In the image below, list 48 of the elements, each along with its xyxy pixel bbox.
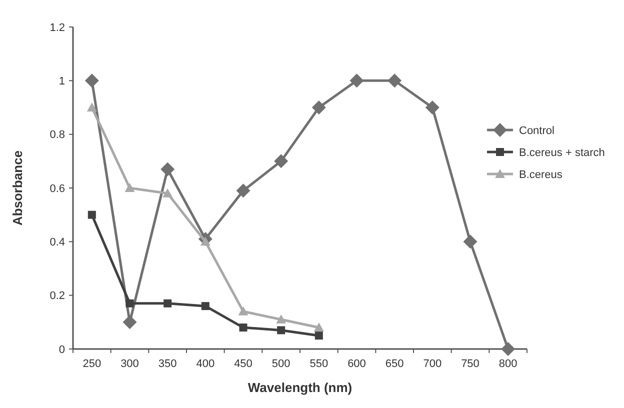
x-tick-label: 400 bbox=[196, 358, 215, 370]
x-tick-label: 650 bbox=[385, 358, 404, 370]
point bbox=[86, 102, 97, 112]
x-tick-label: 250 bbox=[82, 358, 102, 370]
x-tick-label: 750 bbox=[461, 358, 480, 370]
y-tick-label: 0.8 bbox=[50, 129, 65, 142]
point bbox=[388, 74, 402, 88]
point bbox=[201, 302, 210, 310]
point bbox=[160, 162, 175, 176]
point bbox=[124, 183, 135, 192]
point bbox=[84, 74, 99, 88]
legend-label: B.cereus bbox=[519, 168, 563, 181]
y-tick-label: 1 bbox=[58, 76, 65, 88]
y-tick-label: 0.6 bbox=[50, 182, 65, 195]
point bbox=[236, 184, 250, 198]
point bbox=[88, 210, 96, 219]
point bbox=[239, 324, 248, 332]
legend-label: B.cereus + starch bbox=[519, 146, 605, 159]
y-tick-label: 0.2 bbox=[50, 290, 65, 302]
y-tick-label: 1.2 bbox=[50, 22, 65, 34]
x-tick-label: 700 bbox=[423, 358, 442, 370]
legend-label: Control bbox=[519, 124, 554, 137]
x-tick-label: 500 bbox=[272, 358, 290, 370]
y-axis-title: Absorbance bbox=[10, 150, 25, 226]
x-axis-title: Wavelength (nm) bbox=[248, 380, 352, 395]
point bbox=[350, 74, 364, 88]
point bbox=[463, 234, 478, 249]
point bbox=[122, 315, 137, 330]
point bbox=[314, 332, 323, 340]
point bbox=[238, 306, 248, 316]
y-tick-label: 0 bbox=[58, 344, 65, 356]
point bbox=[501, 342, 516, 356]
x-tick-label: 350 bbox=[158, 358, 177, 370]
x-tick-label: 600 bbox=[348, 358, 366, 370]
x-tick-label: 300 bbox=[120, 358, 139, 370]
y-tick-label: 0.4 bbox=[50, 236, 65, 249]
point bbox=[276, 314, 286, 324]
point bbox=[425, 100, 440, 114]
x-tick-label: 450 bbox=[234, 358, 252, 370]
point bbox=[314, 322, 324, 332]
x-tick-label: 550 bbox=[310, 358, 328, 370]
point bbox=[164, 299, 172, 308]
point bbox=[277, 326, 286, 334]
point bbox=[312, 100, 326, 114]
x-tick-label: 800 bbox=[498, 358, 518, 370]
point bbox=[126, 299, 134, 308]
point bbox=[162, 188, 173, 198]
point bbox=[274, 154, 288, 168]
